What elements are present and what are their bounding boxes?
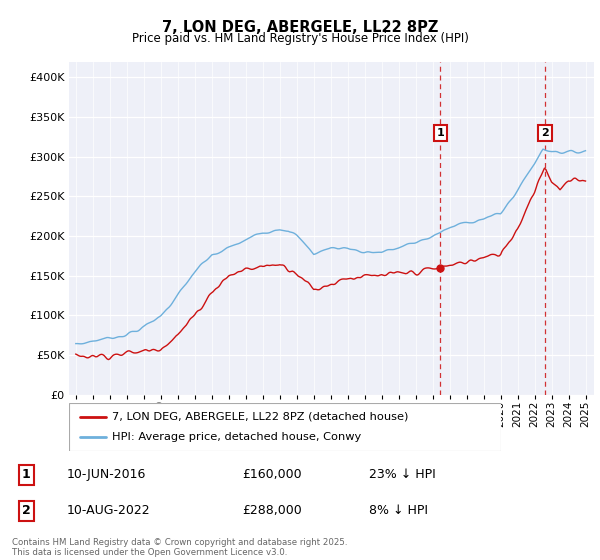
Text: £160,000: £160,000 (242, 468, 302, 481)
Text: 7, LON DEG, ABERGELE, LL22 8PZ: 7, LON DEG, ABERGELE, LL22 8PZ (162, 20, 438, 35)
Text: 10-JUN-2016: 10-JUN-2016 (67, 468, 146, 481)
Text: 2: 2 (541, 128, 549, 138)
Text: 2: 2 (22, 504, 31, 517)
FancyBboxPatch shape (69, 403, 501, 451)
Text: Contains HM Land Registry data © Crown copyright and database right 2025.
This d: Contains HM Land Registry data © Crown c… (12, 538, 347, 557)
Text: 8% ↓ HPI: 8% ↓ HPI (369, 504, 428, 517)
Text: 1: 1 (22, 468, 31, 481)
Text: HPI: Average price, detached house, Conwy: HPI: Average price, detached house, Conw… (112, 432, 361, 442)
Text: Price paid vs. HM Land Registry's House Price Index (HPI): Price paid vs. HM Land Registry's House … (131, 32, 469, 45)
Text: £288,000: £288,000 (242, 504, 302, 517)
Text: 23% ↓ HPI: 23% ↓ HPI (369, 468, 436, 481)
Text: 10-AUG-2022: 10-AUG-2022 (67, 504, 151, 517)
Text: 7, LON DEG, ABERGELE, LL22 8PZ (detached house): 7, LON DEG, ABERGELE, LL22 8PZ (detached… (112, 412, 409, 422)
Text: 1: 1 (436, 128, 444, 138)
